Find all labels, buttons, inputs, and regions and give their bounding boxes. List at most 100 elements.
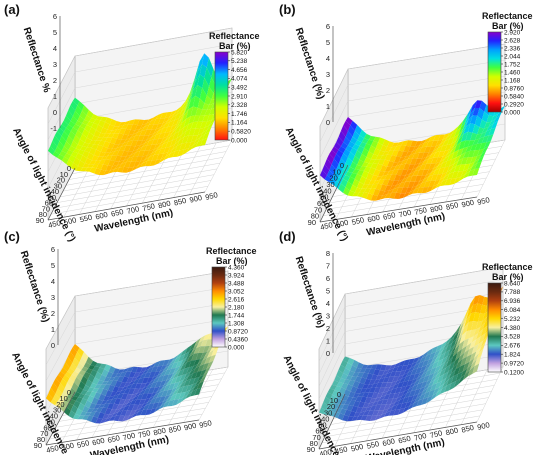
colorbar-tick-label: 3.528 — [504, 334, 521, 341]
colorbar-tick-label: 4.656 — [231, 67, 248, 74]
y-tick-label: 60 — [317, 199, 325, 208]
x-tick-label: 600 — [382, 436, 396, 448]
y-tick-label: 0 — [67, 164, 71, 173]
colorbar-title: Reflectance — [482, 262, 533, 272]
x-tick-label: 700 — [122, 431, 136, 443]
z-axis-label: Reflectance (%) — [293, 255, 326, 329]
z-tick-label: 6 — [51, 245, 55, 254]
z-tick-label: 4 — [326, 54, 330, 63]
z-tick-label: 0 — [53, 108, 57, 117]
x-tick-label: 650 — [397, 434, 411, 446]
colorbar-subtitle: Bar (%) — [492, 21, 524, 31]
z-axis-label: Reflectance (%) — [18, 250, 51, 324]
x-tick-label: 800 — [152, 426, 166, 438]
y-tick-label: 10 — [333, 167, 341, 176]
colorbar-tick-label: 2.044 — [504, 53, 521, 60]
colorbar-tick-label: 2.910 — [231, 93, 248, 100]
x-tick-label: 400 — [318, 447, 332, 455]
y-tick-label: 50 — [48, 193, 56, 202]
colorbar-tick-label: 2.336 — [504, 45, 521, 52]
z-tick-label: 6 — [53, 12, 57, 21]
panel-label: (c) — [4, 229, 20, 244]
x-tick-label: 850 — [445, 200, 459, 212]
y-tick-label: 70 — [312, 433, 320, 442]
y-tick-label: 60 — [43, 423, 51, 432]
z-tick-label: 5 — [53, 28, 57, 37]
z-tick-label: 1 — [326, 337, 330, 346]
z-tick-label: 8 — [326, 249, 330, 258]
x-tick-label: 800 — [157, 199, 171, 211]
colorbar — [214, 51, 229, 141]
y-tick-label: 90 — [34, 441, 42, 450]
x-tick-label: 850 — [168, 423, 182, 435]
z-tick-label: -1 — [50, 124, 57, 133]
colorbar-tick-label: 2.920 — [504, 29, 521, 36]
panel-3: 400 450 500 550 600 650 700 750 800 850 9000102030… — [279, 229, 533, 455]
y-tick-label: 50 — [47, 417, 55, 426]
x-tick-label: 700 — [398, 208, 412, 220]
z-tick-label: 4 — [51, 277, 55, 286]
y-tick-label: 40 — [321, 414, 329, 423]
colorbar-tick-label: 1.308 — [228, 320, 245, 327]
colorbar-tick-label: 0.2920 — [504, 101, 524, 108]
y-tick-label: 30 — [324, 408, 332, 417]
x-tick-label: 600 — [91, 436, 105, 448]
y-tick-label: 40 — [50, 412, 58, 421]
z-tick-label: 2 — [51, 309, 55, 318]
y-tick-label: 10 — [59, 394, 67, 403]
surface — [46, 326, 228, 424]
y-tick-label: 50 — [318, 421, 326, 430]
x-tick-label: 700 — [413, 431, 427, 443]
y-tick-label: 20 — [56, 400, 64, 409]
z-tick-label: 5 — [51, 261, 55, 270]
x-tick-label: 950 — [204, 190, 218, 202]
colorbar-title: Reflectance — [482, 11, 533, 21]
y-tick-label: 70 — [42, 204, 50, 213]
colorbar-tick-label: 0.4360 — [228, 336, 248, 343]
colorbar-tick-label: 6.936 — [504, 298, 521, 305]
y-tick-label: 80 — [37, 435, 45, 444]
colorbar-tick-label: 0.1200 — [504, 369, 524, 376]
y-tick-label: 90 — [36, 216, 44, 225]
x-tick-label: 450 — [45, 443, 59, 455]
x-tick-label: 500 — [61, 441, 75, 453]
colorbar — [211, 266, 226, 348]
colorbar-tick-label: 2.180 — [228, 304, 245, 311]
colorbar-tick-label: 8.640 — [504, 280, 521, 287]
panel-2: 450 500 550 600 650 700 750 800 850 900 9500102030… — [4, 229, 257, 455]
z-tick-label: 7 — [326, 262, 330, 271]
colorbar-tick-label: 0.5820 — [231, 129, 251, 136]
z-tick-label: 1 — [51, 325, 55, 334]
z-tick-label: 2 — [53, 76, 57, 85]
colorbar — [487, 31, 502, 113]
colorbar-tick-label: 3.492 — [231, 85, 248, 92]
y-tick-label: 80 — [310, 439, 318, 448]
x-tick-label: 750 — [414, 205, 428, 217]
panel-label: (a) — [4, 2, 20, 17]
x-tick-label: 900 — [189, 193, 203, 205]
y-tick-label: 90 — [307, 445, 315, 454]
z-tick-label: 2 — [326, 86, 330, 95]
colorbar-tick-label: 4.380 — [504, 325, 521, 332]
surface — [48, 53, 232, 176]
colorbar — [487, 282, 502, 373]
panel-label: (d) — [279, 229, 296, 244]
x-tick-label: 600 — [94, 210, 108, 222]
colorbar-title: Reflectance — [209, 31, 260, 41]
colorbar-tick-label: 6.084 — [504, 307, 521, 314]
z-tick-label: 0 — [51, 341, 55, 350]
x-tick-label: 600 — [366, 213, 380, 225]
y-tick-label: 70 — [40, 429, 48, 438]
colorbar-tick-label: 1.168 — [504, 77, 521, 84]
colorbar-tick-label: 0.8760 — [504, 85, 524, 92]
y-tick-label: 0 — [340, 161, 344, 170]
colorbar-tick-label: 4.360 — [228, 264, 245, 271]
y-tick-label: 10 — [60, 170, 68, 179]
y-tick-label: 0 — [337, 390, 341, 399]
colorbar-tick-label: 1.744 — [228, 312, 245, 319]
colorbar-tick-label: 1.164 — [231, 120, 248, 127]
x-tick-label: 500 — [350, 442, 364, 454]
x-tick-label: 500 — [63, 215, 77, 227]
surface — [319, 286, 503, 422]
